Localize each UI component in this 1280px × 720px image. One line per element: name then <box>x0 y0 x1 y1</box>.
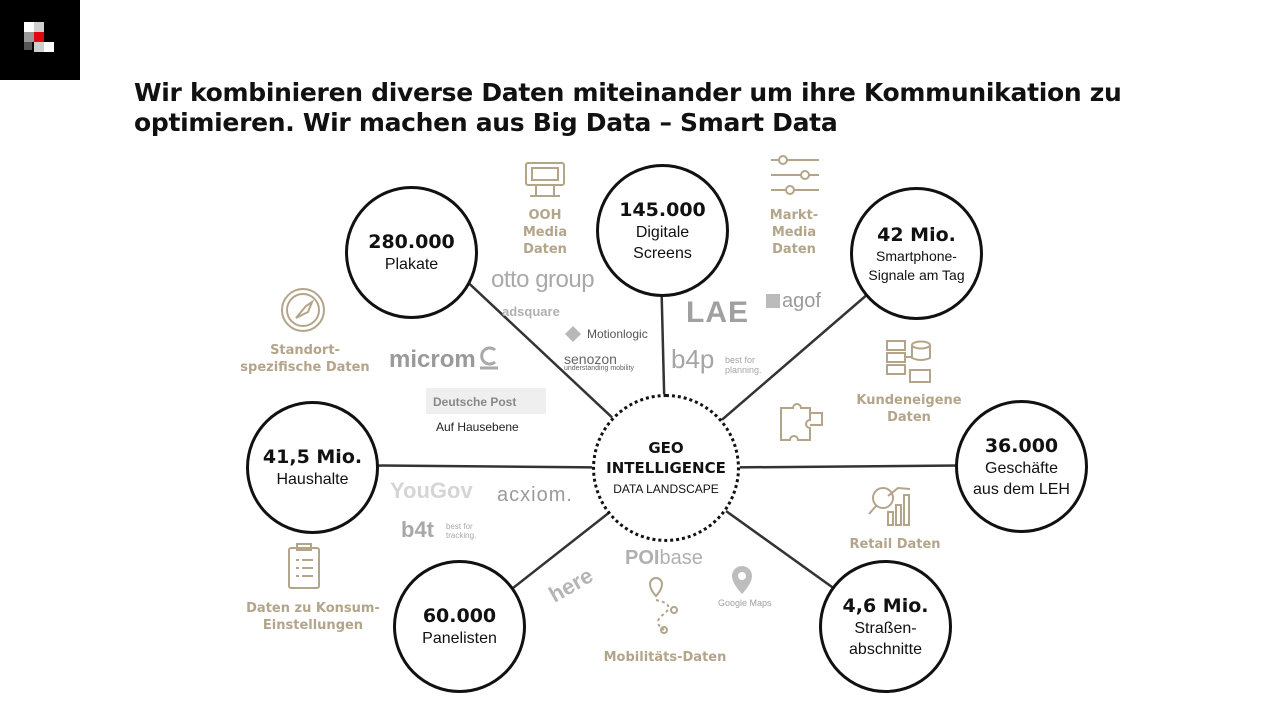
category-line: Markt- <box>769 208 819 223</box>
clipboard-icon <box>288 543 320 589</box>
deutsche-post-note: Auf Hausebene <box>436 420 519 434</box>
analytics-icon <box>868 486 911 526</box>
category-line: Media <box>771 225 817 240</box>
node-label: Plakate <box>384 256 439 273</box>
node-label-1: Digitale <box>635 223 690 241</box>
category-line: OOH <box>528 208 562 223</box>
database-icon <box>886 340 931 383</box>
node-digitale-screens: 145.000 Digitale Screens <box>596 164 729 297</box>
node-plakate: 280.000 Plakate <box>345 186 478 319</box>
node-value: 60.000 <box>422 605 497 627</box>
brand-poibase: POIbase <box>625 547 703 570</box>
brand-adsquare: adsquare <box>502 304 560 319</box>
brand-deutsche-post: Deutsche Post <box>433 395 517 409</box>
map-pin-icon <box>732 566 752 594</box>
node-panelisten: 60.000 Panelisten <box>393 560 526 693</box>
node-label-2: aus dem LEH <box>973 480 1070 498</box>
node-strassenabschnitte: 4,6 Mio. Straßen- abschnitte <box>819 560 952 693</box>
compass-icon <box>281 288 325 332</box>
category-line: spezifische Daten <box>240 360 370 375</box>
brand-b4p-tagline: best for planning. <box>725 355 762 375</box>
category-line: Daten <box>523 242 567 257</box>
node-value: 41,5 Mio. <box>262 446 363 468</box>
brand-acxiom: acxiom. <box>497 484 573 506</box>
route-pin-icon <box>648 577 678 634</box>
category-line: Standort- <box>270 343 340 358</box>
center-line-1: GEO <box>648 439 684 457</box>
node-label-1: Straßen- <box>854 619 917 637</box>
category-line: Einstellungen <box>262 618 364 633</box>
title-line-1: Wir kombinieren diverse Daten miteinande… <box>134 78 1122 107</box>
category-mobilitaet: Mobilitäts-Daten <box>600 649 730 666</box>
category-line: Kundeneigene <box>856 393 962 408</box>
category-line: Daten <box>887 410 931 425</box>
node-value: 36.000 <box>984 434 1059 457</box>
brand-b4t-tagline-1: best for <box>446 522 473 531</box>
brand-agof-text: agof <box>782 290 821 312</box>
brand-senozon-sub: understanding mobility <box>564 365 635 372</box>
microm-logo-icon <box>480 346 498 370</box>
brand-senozon: senozon understanding mobility <box>564 351 634 372</box>
deutsche-post-logo-box <box>426 388 546 414</box>
company-logo <box>0 0 80 80</box>
node-smartphone-signale: 42 Mio. Smartphone- Signale am Tag <box>850 187 983 320</box>
title-line-2: optimieren. Wir machen aus Big Data – Sm… <box>134 108 838 137</box>
node-value: 42 Mio. <box>877 223 956 246</box>
node-label-1: Smartphone- <box>876 247 957 264</box>
brand-b4t-tagline-2: tracking. <box>446 531 477 540</box>
brand-lae: LAE <box>686 296 749 329</box>
category-line: Retail Daten <box>849 537 941 552</box>
brand-b4t: b4t <box>401 517 434 542</box>
node-label-2: abschnitte <box>849 640 922 658</box>
brand-microm: microm <box>389 346 476 373</box>
sliders-icon <box>771 155 819 195</box>
category-line: Daten zu Konsum- <box>246 601 380 616</box>
node-label: Panelisten <box>422 630 497 647</box>
geo-intelligence-center: GEO INTELLIGENCE DATA LANDSCAPE <box>592 394 740 542</box>
category-kundeneigene: Kundeneigene Daten <box>850 392 968 426</box>
category-standort: Standort- spezifische Daten <box>240 342 370 376</box>
puzzle-icon <box>780 403 823 441</box>
brand-b4t-tagline: best for tracking. <box>446 522 476 540</box>
brand-poibase-a: POI <box>625 547 660 569</box>
page-title: Wir kombinieren diverse Daten miteinande… <box>134 78 1194 138</box>
brand-b4p: b4p <box>671 344 715 374</box>
category-konsum: Daten zu Konsum- Einstellungen <box>240 600 386 634</box>
node-value: 4,6 Mio. <box>842 594 929 617</box>
category-retail: Retail Daten <box>845 536 945 553</box>
category-line: Media <box>522 225 568 240</box>
brand-b4p-tagline-2: planning. <box>725 365 762 375</box>
node-label-2: Signale am Tag <box>868 266 965 283</box>
center-line-3: DATA LANDSCAPE <box>613 482 719 496</box>
node-value: 280.000 <box>368 231 455 253</box>
billboard-icon <box>525 162 565 197</box>
category-marktmedia: Markt- Media Daten <box>764 207 824 258</box>
category-line: Daten <box>772 242 816 257</box>
node-label: Haushalte <box>276 471 349 488</box>
motionlogic-logo-icon <box>565 326 581 342</box>
brand-yougov: YouGov <box>390 478 473 503</box>
node-label-2: Screens <box>633 244 692 262</box>
node-geschaefte: 36.000 Geschäfte aus dem LEH <box>955 400 1088 533</box>
category-line: Mobilitäts-Daten <box>603 650 727 665</box>
category-ooh-media: OOH Media Daten <box>515 207 575 258</box>
brand-otto-group: otto group <box>491 266 595 293</box>
center-line-2: INTELLIGENCE <box>606 459 726 477</box>
node-haushalte: 41,5 Mio. Haushalte <box>246 401 379 534</box>
brand-b4p-tagline-1: best for <box>725 355 756 365</box>
logo-mark-icon <box>24 22 54 52</box>
brand-poibase-b: base <box>659 547 703 569</box>
brand-motionlogic: Motionlogic <box>587 327 648 341</box>
brand-agof: agof <box>766 290 821 313</box>
brand-senozon-text: senozon <box>564 351 617 367</box>
brand-google-maps: Google Maps <box>718 598 772 608</box>
node-label-1: Geschäfte <box>985 459 1058 477</box>
node-value: 145.000 <box>619 198 706 221</box>
